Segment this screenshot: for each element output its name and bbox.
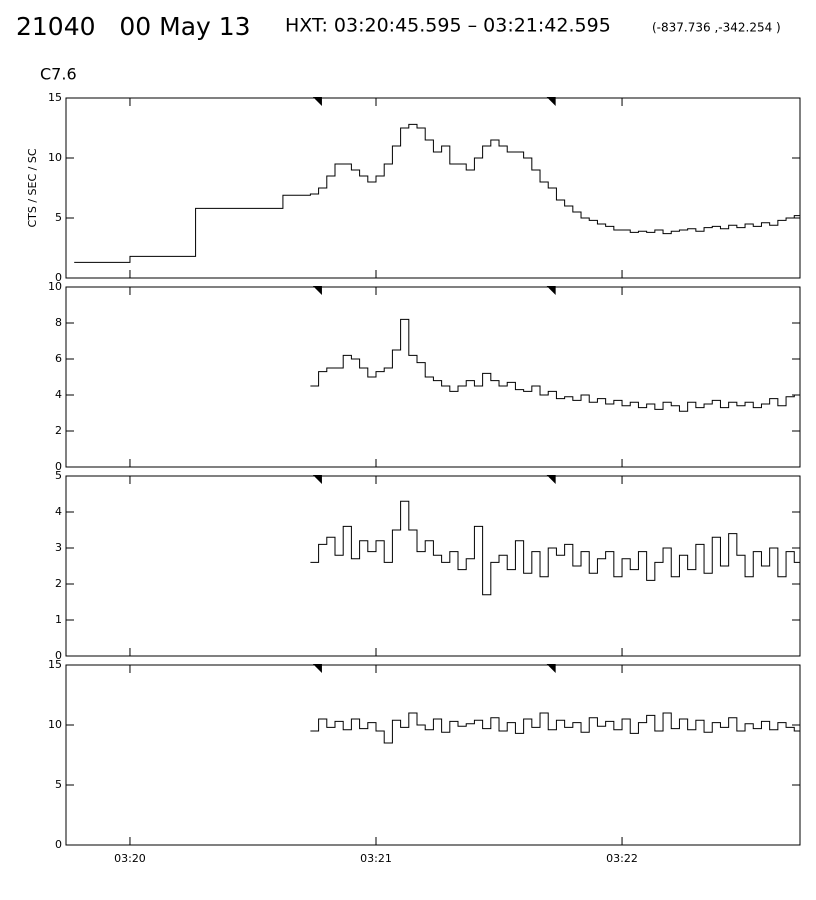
step-line xyxy=(74,123,800,263)
interval-marker xyxy=(546,475,556,484)
y-tick-label: 10 xyxy=(48,718,62,731)
y-tick-label: 1 xyxy=(55,613,62,626)
y-tick-label: 2 xyxy=(55,424,62,437)
interval-marker xyxy=(546,97,556,106)
header-coords: (-837.736 ,-342.254 ) xyxy=(652,21,781,35)
x-tick-label: 03:22 xyxy=(606,852,638,865)
plot-frame xyxy=(65,97,801,279)
y-tick-label: 6 xyxy=(55,352,62,365)
y-tick-label: 5 xyxy=(55,469,62,482)
interval-marker xyxy=(312,286,322,295)
step-line xyxy=(310,318,800,412)
interval-marker xyxy=(312,664,322,673)
y-tick-label: 4 xyxy=(55,388,62,401)
header-range: HXT: 03:20:45.595 – 03:21:42.595 xyxy=(285,15,611,37)
x-tick-label: 03:21 xyxy=(360,852,392,865)
plot-frame xyxy=(65,475,801,657)
y-tick-label: 10 xyxy=(48,280,62,293)
x-tick-label: 03:20 xyxy=(114,852,146,865)
y-tick-label: 0 xyxy=(55,649,62,662)
interval-marker xyxy=(546,286,556,295)
y-tick-label: 3 xyxy=(55,541,62,554)
y-tick-label: 0 xyxy=(55,838,62,851)
plot-frame xyxy=(65,286,801,468)
panel-title: C7.6 xyxy=(40,65,77,84)
y-tick-label: 15 xyxy=(48,91,62,104)
y-axis-label: CTS / SEC / SC xyxy=(26,148,39,227)
y-tick-label: 5 xyxy=(55,211,62,224)
y-tick-label: 0 xyxy=(55,271,62,284)
header-id-date: 21040 00 May 13 xyxy=(16,12,251,41)
y-tick-label: 15 xyxy=(48,658,62,671)
interval-marker xyxy=(312,97,322,106)
step-line xyxy=(310,500,800,596)
y-tick-label: 0 xyxy=(55,460,62,473)
step-line xyxy=(310,712,800,744)
y-tick-label: 8 xyxy=(55,316,62,329)
y-tick-label: 4 xyxy=(55,505,62,518)
y-tick-label: 5 xyxy=(55,778,62,791)
interval-marker xyxy=(312,475,322,484)
y-tick-label: 2 xyxy=(55,577,62,590)
interval-marker xyxy=(546,664,556,673)
plot-frame xyxy=(65,664,801,846)
y-tick-label: 10 xyxy=(48,151,62,164)
